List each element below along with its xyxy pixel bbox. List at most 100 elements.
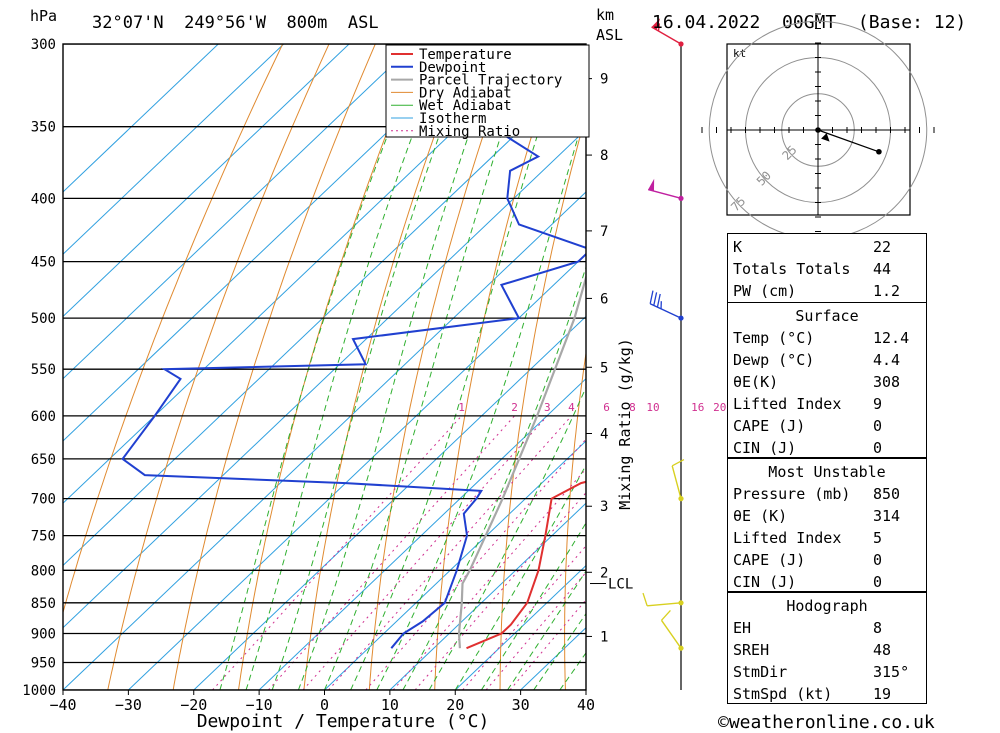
isotherm-line bbox=[63, 66, 586, 567]
legend-label: Isotherm bbox=[419, 111, 486, 127]
hodograph-row: EH 8 bbox=[733, 619, 883, 637]
mixing-ratio-line bbox=[268, 415, 515, 690]
wind-barb bbox=[649, 290, 684, 321]
wet-adiabat-line bbox=[324, 44, 533, 690]
isotherm-line bbox=[389, 502, 586, 690]
mixing-ratio-label: 4 bbox=[568, 401, 575, 414]
mixing-ratio-label: 16 bbox=[691, 401, 704, 414]
mixing-ratio-line bbox=[212, 415, 462, 690]
km-tick-label: 9 bbox=[600, 72, 608, 88]
wind-barb-feather bbox=[661, 609, 671, 621]
isotherm-line bbox=[258, 377, 586, 690]
most-unstable-row: CAPE (J) 0 bbox=[733, 551, 883, 569]
location-title: 32°07'N 249°56'W 800m ASL bbox=[92, 13, 379, 33]
lcl-label: LCL bbox=[608, 577, 633, 593]
temperature-tick-label: 0 bbox=[320, 696, 329, 714]
isotherm-line bbox=[63, 44, 219, 193]
index-row: PW (cm) 1.2 bbox=[733, 282, 901, 300]
index-row: K 22 bbox=[733, 238, 892, 256]
hpa-label: hPa bbox=[30, 7, 57, 25]
wind-barb bbox=[660, 609, 684, 651]
km-tick-label: 1 bbox=[600, 629, 608, 645]
pressure-tick-label: 700 bbox=[31, 492, 56, 508]
pressure-tick-label: 450 bbox=[31, 255, 56, 271]
surface-row: Lifted Index 9 bbox=[733, 395, 883, 413]
surface-row: CAPE (J) 0 bbox=[733, 417, 883, 435]
wind-barb-flag bbox=[651, 18, 661, 30]
km-tick-label: 4 bbox=[600, 427, 608, 443]
mixing-ratio-label: 6 bbox=[603, 401, 610, 414]
asl-label: ASL bbox=[596, 26, 623, 44]
pressure-tick-label: 550 bbox=[31, 362, 56, 378]
wet-adiabat-line bbox=[428, 386, 586, 690]
most-unstable-row: θE (K) 314 bbox=[733, 507, 901, 525]
temperature-tick-label: −20 bbox=[180, 696, 207, 714]
wet-adiabat-line bbox=[402, 265, 586, 690]
hodograph-title: Hodograph bbox=[786, 597, 868, 615]
hodograph-point bbox=[815, 127, 821, 133]
dewpoint-line bbox=[121, 44, 586, 649]
wind-barb-feather bbox=[671, 458, 685, 467]
legend-label: Mixing Ratio bbox=[419, 124, 520, 140]
most-unstable-row: Lifted Index 5 bbox=[733, 529, 883, 547]
km-tick-label: 2 bbox=[600, 565, 608, 581]
wind-barb-feather bbox=[642, 592, 648, 606]
mixing-ratio-label: 20 bbox=[713, 401, 726, 414]
surface-title: Surface bbox=[795, 307, 859, 325]
pressure-tick-label: 650 bbox=[31, 452, 56, 468]
datetime-title: 16.04.2022 00GMT (Base: 12) bbox=[652, 12, 966, 33]
wet-adiabat-line bbox=[350, 44, 568, 690]
mixing-ratio-line bbox=[485, 571, 586, 690]
temperature-tick-label: −40 bbox=[49, 696, 76, 714]
mixing-ratio-line bbox=[365, 438, 586, 690]
wind-barb bbox=[642, 592, 684, 607]
km-label: km bbox=[596, 6, 614, 24]
dry-adiabat-line bbox=[368, 44, 515, 690]
diagram-grid bbox=[63, 44, 586, 690]
pressure-tick-label: 500 bbox=[31, 311, 56, 327]
indices-table: K 22 Totals Totals 44 PW (cm) 1.2 bbox=[727, 233, 927, 303]
most-unstable-row: Pressure (mb) 850 bbox=[733, 485, 901, 503]
pressure-tick-label: 850 bbox=[31, 596, 56, 612]
isotherm-line bbox=[63, 44, 350, 318]
wind-barb-feather bbox=[657, 23, 661, 32]
temperature-tick-label: 20 bbox=[446, 696, 464, 714]
pressure-tick-label: 950 bbox=[31, 656, 56, 672]
most-unstable-row: CIN (J) 0 bbox=[733, 573, 883, 591]
isotherm-line bbox=[63, 44, 546, 504]
isotherm-line bbox=[63, 191, 586, 690]
pressure-tick-label: 750 bbox=[31, 529, 56, 545]
surface-row: Temp (°C) 12.4 bbox=[733, 329, 910, 347]
hodograph-row: StmDir 315° bbox=[733, 663, 910, 681]
copyright: ©weatheronline.co.uk bbox=[718, 712, 935, 733]
mixing-ratio-label: 8 bbox=[629, 401, 636, 414]
km-tick-label: 3 bbox=[600, 499, 608, 515]
surface-table: Surface Temp (°C) 12.4 Dewp (°C) 4.4 θE(K)… bbox=[727, 302, 927, 458]
temperature-tick-label: −10 bbox=[246, 696, 273, 714]
pressure-tick-label: 300 bbox=[31, 37, 56, 53]
wet-adiabat-line bbox=[297, 44, 502, 690]
mixing-ratio-line bbox=[328, 415, 572, 690]
x-axis-label: Dewpoint / Temperature (°C) bbox=[197, 711, 490, 732]
isotherm-line bbox=[63, 44, 481, 442]
km-tick-label: 6 bbox=[600, 291, 608, 307]
wind-barb bbox=[671, 458, 685, 502]
isotherm-line bbox=[324, 440, 586, 690]
pressure-tick-label: 1000 bbox=[22, 683, 56, 699]
legend-label: Parcel Trajectory bbox=[419, 73, 562, 89]
isotherm-line bbox=[63, 44, 415, 380]
hodograph-trace bbox=[817, 129, 880, 153]
plot-frame bbox=[62, 43, 587, 691]
isotherm-line bbox=[63, 44, 285, 255]
hodograph-row: SREH 48 bbox=[733, 641, 892, 659]
pressure-tick-label: 800 bbox=[31, 563, 56, 579]
pressure-tick-label: 600 bbox=[31, 409, 56, 425]
wind-barb bbox=[651, 18, 684, 47]
dry-adiabat-line bbox=[564, 350, 586, 690]
wind-barb-axis bbox=[642, 18, 685, 690]
dry-adiabat-line bbox=[434, 44, 562, 690]
wind-barb-staff bbox=[647, 602, 682, 607]
